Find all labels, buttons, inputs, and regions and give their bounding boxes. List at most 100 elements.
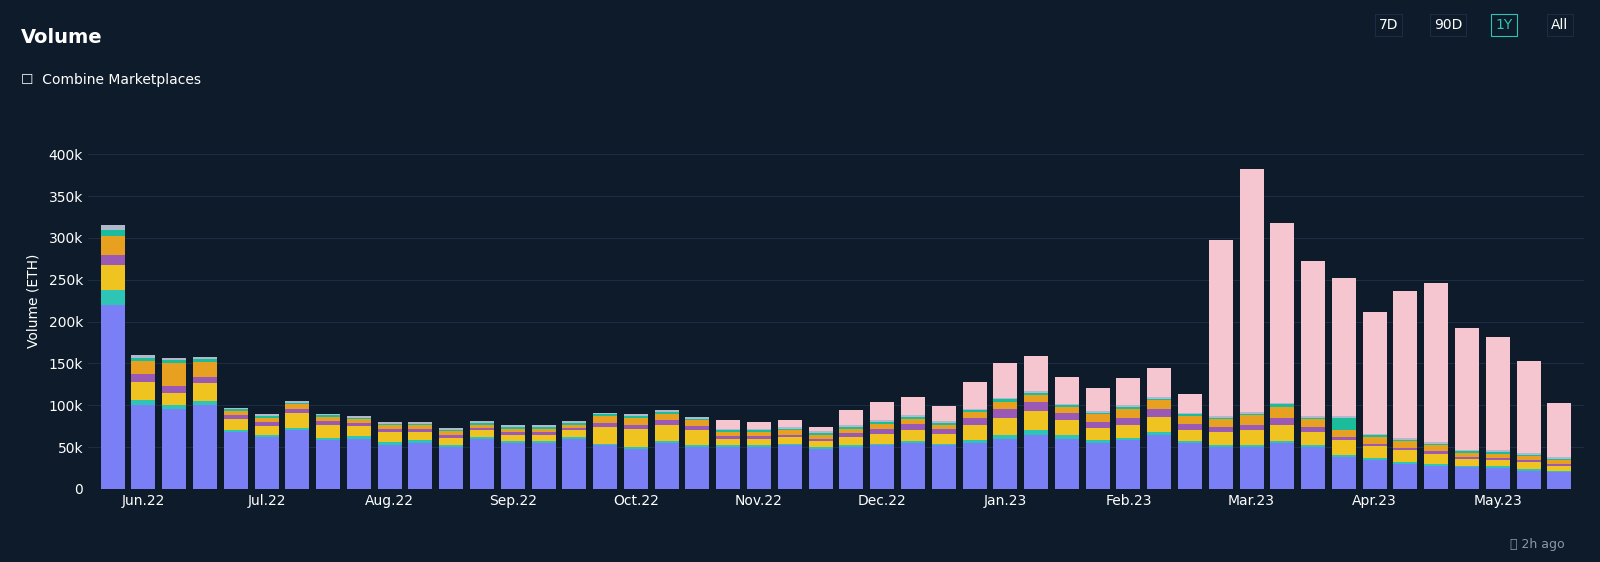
Bar bbox=[378, 432, 402, 442]
Bar bbox=[1054, 404, 1078, 405]
Bar bbox=[470, 439, 494, 489]
Bar bbox=[440, 431, 464, 434]
Bar bbox=[194, 401, 218, 405]
Bar bbox=[840, 437, 864, 446]
Bar bbox=[285, 413, 309, 428]
Bar bbox=[347, 418, 371, 419]
Bar bbox=[1086, 413, 1110, 414]
Bar bbox=[562, 423, 586, 424]
Bar bbox=[347, 436, 371, 439]
Bar bbox=[1240, 414, 1264, 415]
Bar bbox=[285, 430, 309, 489]
Bar bbox=[131, 374, 155, 382]
Bar bbox=[317, 414, 341, 415]
Bar bbox=[317, 425, 341, 438]
Bar bbox=[1147, 434, 1171, 489]
Bar bbox=[1270, 418, 1294, 424]
Bar bbox=[901, 429, 925, 441]
Bar bbox=[501, 427, 525, 429]
Bar bbox=[408, 443, 432, 489]
Bar bbox=[1424, 283, 1448, 442]
Bar bbox=[808, 434, 832, 439]
Bar bbox=[1054, 407, 1078, 413]
Bar bbox=[562, 439, 586, 489]
Bar bbox=[685, 430, 709, 446]
Bar bbox=[1270, 405, 1294, 407]
Bar bbox=[717, 439, 741, 446]
Bar bbox=[1486, 451, 1510, 452]
Bar bbox=[408, 432, 432, 441]
Bar bbox=[901, 441, 925, 443]
Bar bbox=[440, 445, 464, 447]
Bar bbox=[1454, 451, 1478, 453]
Bar bbox=[963, 382, 987, 409]
Bar bbox=[840, 425, 864, 427]
Bar bbox=[685, 417, 709, 419]
Bar bbox=[1486, 338, 1510, 451]
Bar bbox=[654, 420, 678, 424]
Bar bbox=[470, 423, 494, 424]
Bar bbox=[747, 447, 771, 489]
Bar bbox=[1394, 448, 1418, 451]
Bar bbox=[1424, 446, 1448, 451]
Bar bbox=[408, 425, 432, 429]
Bar bbox=[870, 424, 894, 429]
Bar bbox=[717, 420, 741, 429]
Bar bbox=[931, 423, 955, 424]
Bar bbox=[470, 424, 494, 428]
Bar bbox=[685, 446, 709, 447]
Bar bbox=[870, 402, 894, 420]
Bar bbox=[1024, 395, 1048, 402]
Bar bbox=[317, 441, 341, 489]
Bar bbox=[1086, 443, 1110, 489]
Bar bbox=[224, 408, 248, 410]
Bar bbox=[1208, 418, 1232, 419]
Bar bbox=[901, 443, 925, 489]
Bar bbox=[963, 412, 987, 418]
Bar bbox=[870, 422, 894, 424]
Bar bbox=[501, 425, 525, 427]
Bar bbox=[870, 420, 894, 422]
Bar bbox=[1424, 442, 1448, 444]
Bar bbox=[1517, 462, 1541, 469]
Bar bbox=[194, 362, 218, 377]
Bar bbox=[1424, 444, 1448, 446]
Bar bbox=[1301, 446, 1325, 447]
Bar bbox=[440, 438, 464, 445]
Bar bbox=[1054, 420, 1078, 436]
Bar bbox=[531, 425, 555, 427]
Bar bbox=[1394, 451, 1418, 462]
Bar bbox=[1394, 464, 1418, 489]
Bar bbox=[1178, 395, 1202, 413]
Bar bbox=[162, 360, 186, 362]
Bar bbox=[347, 419, 371, 423]
Bar bbox=[1301, 447, 1325, 489]
Bar bbox=[1178, 443, 1202, 489]
Bar bbox=[101, 229, 125, 236]
Bar bbox=[994, 400, 1018, 402]
Bar bbox=[194, 377, 218, 383]
Bar bbox=[840, 447, 864, 489]
Bar bbox=[1147, 398, 1171, 400]
Bar bbox=[1301, 261, 1325, 416]
Bar bbox=[1486, 468, 1510, 489]
Bar bbox=[870, 444, 894, 446]
Text: 90D: 90D bbox=[1434, 19, 1462, 32]
Bar bbox=[1117, 378, 1141, 405]
Bar bbox=[1547, 403, 1571, 457]
Bar bbox=[1086, 439, 1110, 443]
Bar bbox=[531, 432, 555, 434]
Bar bbox=[963, 425, 987, 441]
Bar bbox=[685, 420, 709, 426]
Bar bbox=[1486, 458, 1510, 460]
Bar bbox=[654, 443, 678, 489]
Bar bbox=[378, 442, 402, 445]
Bar bbox=[1454, 457, 1478, 459]
Bar bbox=[194, 359, 218, 362]
Bar bbox=[1054, 405, 1078, 407]
Bar bbox=[963, 418, 987, 425]
Bar bbox=[1024, 402, 1048, 411]
Bar bbox=[470, 421, 494, 423]
Bar bbox=[717, 446, 741, 447]
Bar bbox=[1547, 459, 1571, 460]
